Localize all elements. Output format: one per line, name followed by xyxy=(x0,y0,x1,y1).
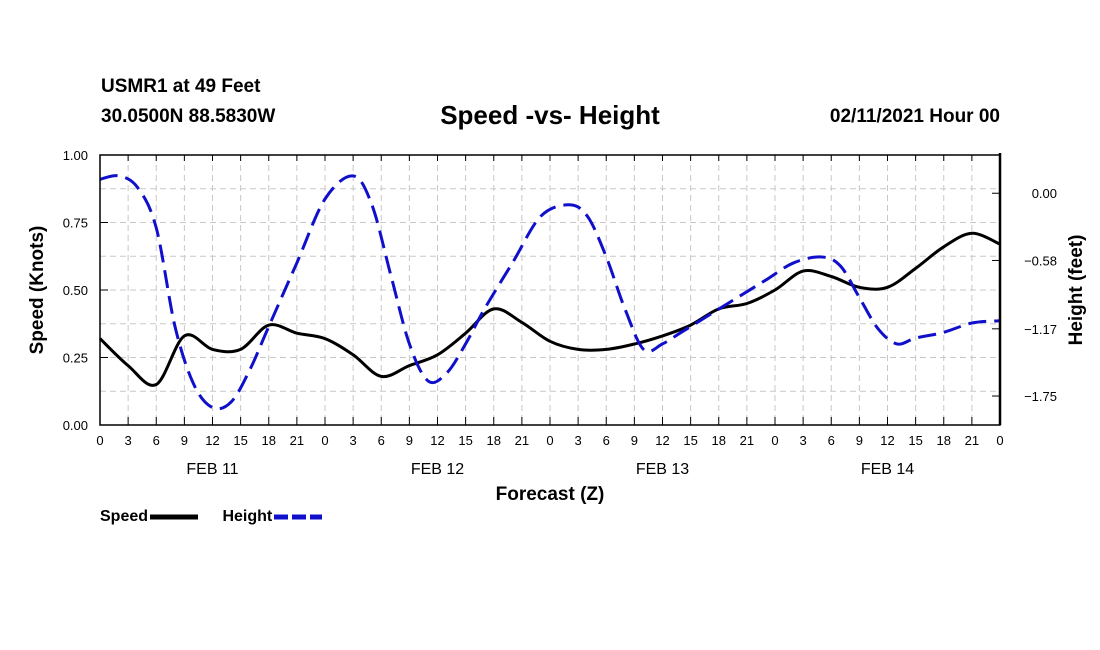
x-tick-label: 21 xyxy=(290,433,304,448)
x-tick-label: 9 xyxy=(856,433,863,448)
x-tick-label: 21 xyxy=(740,433,754,448)
x-tick-label: 15 xyxy=(233,433,247,448)
x-tick-label: 3 xyxy=(575,433,582,448)
y-tick-label: 0.50 xyxy=(63,283,88,298)
y2-tick-label: −0.58 xyxy=(1024,253,1057,268)
x-tick-label: 12 xyxy=(655,433,669,448)
x-tick-label: 18 xyxy=(712,433,726,448)
legend-speed-label: Speed xyxy=(100,508,149,525)
y2-tick-label: −1.17 xyxy=(1024,322,1057,337)
forecast-date-label: 02/11/2021 Hour 00 xyxy=(829,106,1000,127)
y2-axis-title: Height (feet) xyxy=(1066,235,1087,346)
legend-item-height: Height xyxy=(222,508,324,526)
series-line-height xyxy=(99,174,1001,411)
x-tick-label: 3 xyxy=(125,433,132,448)
x-axis-title: Forecast (Z) xyxy=(496,484,605,505)
y-axis-title: Speed (Knots) xyxy=(27,226,48,355)
x-tick-label: 18 xyxy=(487,433,501,448)
y-tick-label: 0.00 xyxy=(63,418,88,433)
x-tick-label: 21 xyxy=(515,433,529,448)
x-tick-label: 0 xyxy=(996,433,1003,448)
x-tick-label: 9 xyxy=(631,433,638,448)
y2-tick-label: −1.75 xyxy=(1024,389,1057,404)
legend-speed-swatch xyxy=(150,514,199,520)
coordinates-label: 30.0500N 88.5830W xyxy=(101,106,276,127)
x-tick-label: 12 xyxy=(880,433,894,448)
x-day-label: FEB 13 xyxy=(636,461,689,478)
x-tick-label: 3 xyxy=(350,433,357,448)
x-tick-label: 0 xyxy=(321,433,328,448)
x-tick-label: 21 xyxy=(965,433,979,448)
x-tick-label: 12 xyxy=(205,433,219,448)
y-tick-label: 1.00 xyxy=(63,148,88,163)
x-tick-label: 9 xyxy=(181,433,188,448)
chart-title-text: Speed -vs- Height xyxy=(440,100,660,130)
x-tick-label: 6 xyxy=(378,433,385,448)
chart-title: Speed -vs- Height xyxy=(0,100,1100,131)
x-tick-label: 6 xyxy=(828,433,835,448)
x-tick-label: 0 xyxy=(771,433,778,448)
x-tick-label: 0 xyxy=(546,433,553,448)
legend-height-label: Height xyxy=(222,508,273,525)
x-tick-label: 3 xyxy=(800,433,807,448)
x-tick-label: 12 xyxy=(430,433,444,448)
legend: Speed Height xyxy=(100,508,342,526)
x-tick-label: 0 xyxy=(96,433,103,448)
x-day-label: FEB 11 xyxy=(186,461,238,478)
station-label: USMR1 at 49 Feet xyxy=(101,76,261,97)
x-tick-label: 6 xyxy=(153,433,160,448)
legend-item-speed: Speed xyxy=(100,508,200,526)
x-tick-label: 15 xyxy=(908,433,922,448)
x-tick-label: 18 xyxy=(937,433,951,448)
x-day-label: FEB 12 xyxy=(411,461,464,478)
y-tick-label: 0.25 xyxy=(63,351,88,366)
x-tick-label: 15 xyxy=(458,433,472,448)
legend-height-swatch xyxy=(274,514,323,520)
x-day-label: FEB 14 xyxy=(861,461,914,478)
x-tick-label: 9 xyxy=(406,433,413,448)
x-tick-label: 15 xyxy=(683,433,697,448)
x-tick-label: 6 xyxy=(603,433,610,448)
x-tick-label: 18 xyxy=(262,433,276,448)
y2-tick-label: 0.00 xyxy=(1032,186,1057,201)
y-tick-label: 0.75 xyxy=(63,216,88,231)
